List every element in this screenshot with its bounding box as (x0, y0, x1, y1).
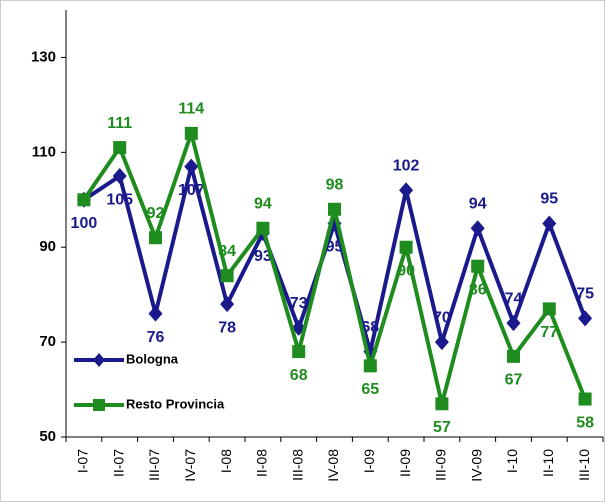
point (399, 182, 414, 199)
data-label: 94 (469, 195, 487, 212)
point (470, 220, 485, 237)
data-label: 65 (361, 381, 379, 398)
data-label: 86 (469, 281, 487, 298)
data-label: 70 (433, 309, 451, 326)
point (113, 141, 127, 155)
x-tick-label: II-07 (110, 449, 126, 477)
point (578, 310, 593, 327)
point (220, 269, 234, 283)
point (184, 126, 198, 140)
data-label: 111 (107, 115, 132, 132)
point (435, 397, 449, 411)
data-label: 77 (540, 324, 558, 341)
legend-marker (93, 399, 105, 411)
point (542, 302, 556, 316)
x-tick-label: I-07 (75, 449, 91, 473)
point (220, 296, 235, 313)
point (328, 202, 341, 216)
point (292, 345, 306, 359)
x-tick-label: II-10 (540, 449, 556, 477)
data-label: 92 (147, 205, 165, 222)
point (363, 359, 377, 373)
data-label: 68 (290, 367, 308, 384)
series: 111 92 114 84 94 68 98 65 90 57 86 67 77 58 (77, 101, 594, 436)
data-label: 84 (218, 243, 236, 260)
point (77, 193, 91, 207)
data-label: 95 (540, 191, 558, 208)
data-label: 90 (397, 262, 415, 279)
x-tick-label: I-08 (218, 449, 234, 473)
x-tick-label: III-08 (289, 449, 305, 481)
x-tick-label: IV-09 (468, 449, 484, 482)
x-tick-label: I-10 (504, 449, 520, 473)
x-tick-label: IV-08 (325, 449, 341, 482)
legend-label: Resto Provincia (126, 396, 225, 411)
data-label: 114 (178, 101, 204, 118)
y-tick-label: 50 (39, 428, 56, 445)
data-label: 105 (106, 191, 133, 208)
y-tick-label: 130 (31, 48, 56, 65)
legend-label: Bologna (126, 351, 179, 366)
data-label: 98 (326, 176, 344, 193)
x-tick-label: I-09 (361, 449, 377, 473)
y-tick-label: 110 (32, 143, 56, 160)
point (434, 334, 449, 351)
legend-marker (93, 353, 105, 367)
data-label: 73 (290, 295, 308, 312)
x-tick-label: III-07 (146, 449, 162, 481)
data-label: 94 (254, 195, 272, 212)
data-label: 95 (326, 239, 344, 256)
data-label: 107 (178, 182, 205, 199)
data-label: 76 (147, 329, 165, 346)
x-tick-label: III-09 (433, 449, 449, 481)
point (506, 315, 521, 332)
point (256, 221, 270, 235)
point (507, 349, 520, 363)
point (149, 231, 162, 245)
data-label: 68 (361, 319, 379, 336)
point (112, 168, 127, 185)
data-label: 78 (218, 319, 236, 336)
x-tick-label: II-08 (254, 449, 270, 477)
data-label: 57 (433, 419, 451, 436)
point (471, 259, 485, 273)
data-label: 75 (576, 286, 594, 303)
data-label: 67 (505, 372, 523, 389)
point (399, 240, 413, 254)
data-label: 74 (505, 290, 523, 307)
point (578, 392, 592, 406)
point (148, 305, 163, 322)
point (542, 215, 557, 232)
x-tick-label: III-10 (576, 449, 592, 481)
data-label: 102 (393, 158, 420, 175)
x-tick-label: IV-07 (182, 449, 198, 482)
x-tick-label: II-09 (397, 449, 413, 477)
data-label: 100 (71, 215, 98, 232)
y-tick-label: 70 (39, 333, 56, 350)
data-label: 93 (254, 248, 272, 265)
point (184, 158, 199, 175)
data-label: 58 (576, 414, 594, 431)
y-tick-label: 90 (39, 238, 56, 255)
